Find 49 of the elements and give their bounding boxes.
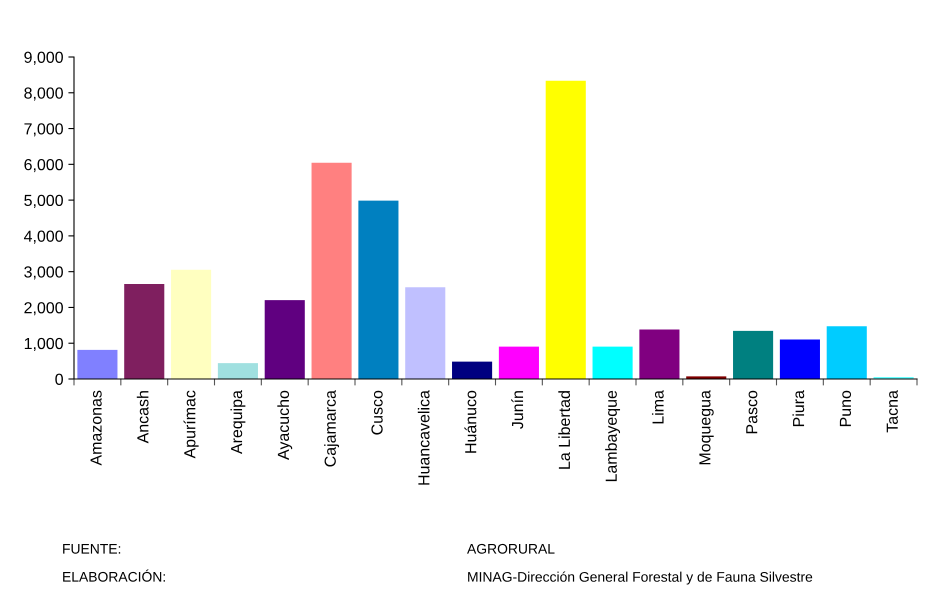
y-tick-label: 8,000 [24,87,63,101]
x-tick-label: Pasco [746,390,758,434]
bar [264,299,306,379]
x-tick-label: Moquegua [699,390,714,464]
bar [544,80,587,379]
x-tick-label: Puno [840,390,852,426]
text: AGRORURAL [467,544,555,554]
x-tick-label: Piura [792,390,804,426]
x-tick-label: Lima [652,390,664,424]
y-tick-label: 3,000 [24,266,63,280]
x-tick-label: Apurímac [184,390,199,458]
x-tick-label: Cusco [371,390,383,435]
bar [826,325,868,379]
bar [778,338,822,379]
y-tick-label: 5,000 [24,194,63,208]
y-tick-label: 6,000 [24,158,63,172]
x-tick-label: Ayacucho [277,390,292,460]
y-tick-label: 1,000 [24,338,63,352]
bar [310,162,353,379]
bar [685,375,728,379]
y-tick-label: 4,000 [24,230,63,244]
x-tick-label: Tacna [886,390,898,432]
x-tick-label: Lambayeque [605,390,620,482]
x-tick-label: Arequipa [230,390,246,454]
bar [357,200,400,379]
y-tick-label: 2,000 [24,302,63,316]
bar [76,348,119,379]
x-tick-label: Huánuco [464,390,476,453]
y-tick-label: 0 [55,374,63,385]
x-tick-label: Cajamarca [324,390,340,467]
y-tick-label: 7,000 [24,123,63,136]
x-tick-label: Ancash [136,391,149,444]
bar [216,362,260,379]
x-tick-label: Amazonas [90,390,102,466]
x-tick-label: Huancavelica [418,390,430,485]
x-tick-label: La Libertad [558,391,570,469]
bar [498,346,540,379]
bar [450,360,494,379]
bar [404,286,446,379]
bar [591,346,634,379]
x-tick-label: Junín [511,391,524,429]
y-tick-label: 9,000 [24,52,63,65]
source-note: FUENTE: [63,544,120,554]
text: ELABORACIÓN: [63,570,165,582]
bar [170,268,212,379]
text: MINAG-Dirección General Forestal y de Fauna Silvestre [468,571,812,585]
bar [732,330,774,379]
bar [638,328,681,379]
bar [123,282,166,379]
